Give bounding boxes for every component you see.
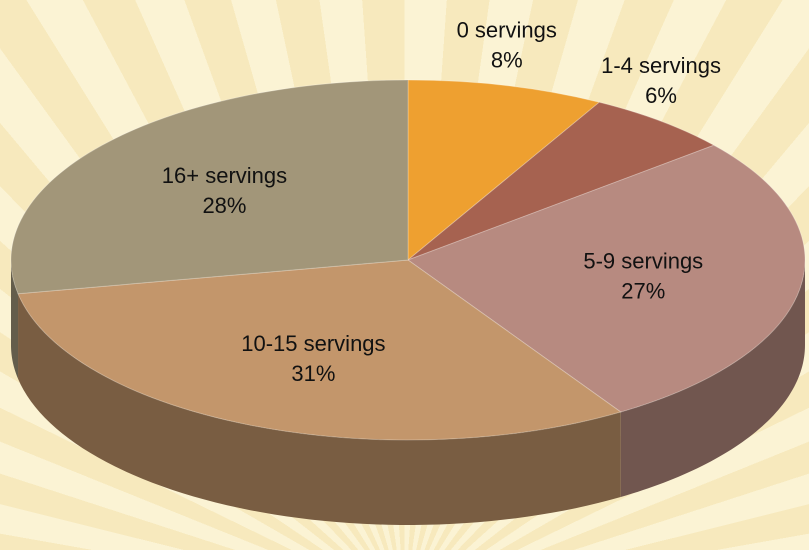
slice-value-label: 8% xyxy=(491,47,523,72)
slice-value-label: 6% xyxy=(645,83,677,108)
pie-side xyxy=(11,260,19,379)
slice-label: 5-9 servings xyxy=(583,249,703,274)
pie-slice xyxy=(17,259,622,441)
pie-side xyxy=(620,260,805,497)
pie-slice xyxy=(10,79,409,295)
slice-value-label: 28% xyxy=(202,193,246,218)
slice-value-label: 27% xyxy=(621,279,665,304)
slice-label: 1-4 servings xyxy=(601,53,721,78)
pie-side xyxy=(18,293,621,525)
pie-slice xyxy=(407,101,716,261)
pie-slice xyxy=(406,144,806,413)
slice-label: 0 servings xyxy=(457,17,557,42)
slice-label: 10-15 servings xyxy=(241,331,385,356)
slice-value-label: 31% xyxy=(291,361,335,386)
slice-label: 16+ servings xyxy=(162,163,287,188)
pie-slice xyxy=(407,79,601,262)
